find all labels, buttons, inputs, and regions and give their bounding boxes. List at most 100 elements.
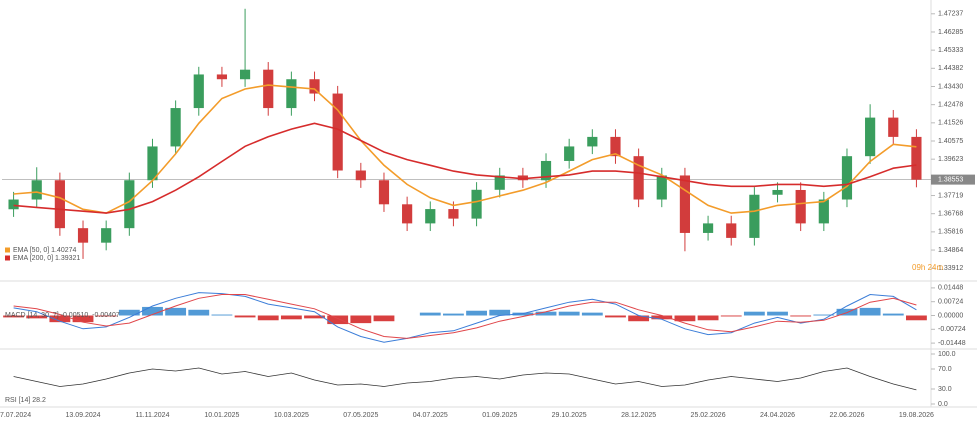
candle-body: [656, 175, 667, 200]
candle-body: [170, 108, 181, 147]
y-tick-label: 1.45333: [938, 47, 963, 54]
histogram-bar: [188, 309, 210, 316]
histogram-bar: [72, 315, 94, 323]
candle-body: [540, 160, 552, 181]
histogram-bar: [720, 315, 742, 317]
y-tick-label: 1.36768: [938, 211, 963, 218]
y-tick-label: -0.01448: [938, 340, 966, 347]
legend-swatch: [5, 255, 10, 261]
histogram-bar: [443, 313, 464, 316]
x-tick-label: 13.09.2024: [66, 412, 101, 419]
candle-body: [494, 175, 505, 190]
candle-body: [818, 199, 829, 224]
candle-body: [309, 79, 320, 94]
y-tick-label: 1.41526: [938, 120, 963, 127]
y-tick-label: 1.35816: [938, 229, 963, 236]
x-tick-label: 04.07.2025: [413, 412, 448, 419]
legend-entry: EMA [200, 0] 1.39321: [13, 255, 80, 262]
y-tick-label: 1.43430: [938, 83, 963, 90]
x-tick-label: 29.10.2025: [552, 412, 587, 419]
candle-body: [865, 117, 876, 157]
histogram-bar: [165, 307, 187, 316]
candle-body: [239, 69, 251, 80]
histogram-bar: [26, 315, 48, 319]
histogram-bar: [535, 311, 557, 316]
histogram-bar: [304, 315, 325, 319]
candle-body: [911, 136, 922, 180]
candle-body: [726, 223, 737, 238]
histogram-bar: [49, 315, 71, 323]
histogram-bar: [280, 315, 302, 320]
histogram-bar: [211, 314, 233, 316]
candle-body: [124, 180, 135, 229]
y-tick-label: 1.44382: [938, 65, 963, 72]
candle-body: [355, 170, 366, 181]
y-tick-label: 1.42478: [938, 102, 963, 109]
candle-body: [147, 146, 158, 181]
macd-line: [13, 292, 917, 343]
histogram-bar: [142, 306, 163, 316]
histogram-bar: [628, 315, 650, 322]
x-tick-label: 11.11.2024: [135, 412, 169, 419]
candle-body: [8, 199, 19, 210]
x-tick-label: 10.01.2025: [204, 412, 239, 419]
candle-body: [101, 228, 112, 243]
histogram-bar: [697, 315, 719, 321]
y-tick-label: 0.01448: [938, 285, 963, 292]
y-tick-label: 1.47237: [938, 11, 963, 18]
candle-body: [471, 189, 482, 219]
candle-body: [263, 69, 274, 109]
histogram-bar: [605, 315, 626, 318]
candle-body: [54, 180, 65, 229]
candle-body: [679, 175, 691, 233]
histogram-bar: [3, 315, 24, 318]
y-tick-label: 30.0: [938, 386, 952, 393]
ema-line: [13, 84, 917, 214]
x-tick-label: 28.12.2025: [621, 412, 656, 419]
candle-body: [425, 209, 436, 224]
histogram-bar: [95, 315, 117, 317]
x-tick-label: 25.02.2026: [691, 412, 726, 419]
histogram-bar: [581, 312, 603, 316]
macd-line: [13, 294, 917, 339]
histogram-bar: [558, 311, 580, 316]
histogram-bar: [489, 309, 511, 316]
x-tick-label: 19.08.2026: [899, 412, 934, 419]
y-tick-label: 1.34864: [938, 247, 963, 254]
candle-body: [286, 79, 297, 109]
rsi-line: [13, 367, 917, 391]
last-price-box: [931, 174, 975, 185]
ema-line: [13, 122, 917, 214]
histogram-bar: [813, 314, 835, 316]
histogram-bar: [373, 315, 395, 322]
y-tick-label: 0.0: [938, 401, 948, 408]
legend-swatch: [5, 247, 10, 253]
candle-body: [193, 74, 204, 109]
histogram-bar: [350, 315, 372, 324]
x-tick-label: 10.03.2025: [274, 412, 309, 419]
y-tick-label: 0.00000: [938, 312, 963, 319]
legend-entry: EMA [50, 0] 1.40274: [13, 247, 77, 254]
candle-body: [888, 117, 899, 137]
candle-body: [77, 228, 89, 243]
candle-body: [216, 74, 228, 80]
x-tick-label: 01.09.2025: [482, 412, 517, 419]
y-tick-label: 1.46285: [938, 29, 963, 36]
y-tick-label: 1.40575: [938, 138, 963, 145]
candle-body: [772, 189, 783, 195]
histogram-bar: [767, 311, 788, 316]
y-tick-label: 70.0: [938, 366, 952, 373]
candle-body: [332, 93, 343, 171]
histogram-bar: [466, 310, 487, 316]
histogram-bar: [882, 313, 904, 316]
y-tick-label: 0.00724: [938, 299, 963, 306]
histogram-bar: [327, 315, 349, 325]
candle-body: [517, 175, 528, 181]
countdown: 09h 24m: [912, 263, 943, 272]
candle-body: [378, 180, 390, 205]
candle-body: [795, 189, 806, 224]
y-tick-label: 100.0: [938, 351, 956, 358]
candle-body: [610, 136, 621, 157]
x-tick-label: 17.07.2024: [0, 412, 31, 419]
